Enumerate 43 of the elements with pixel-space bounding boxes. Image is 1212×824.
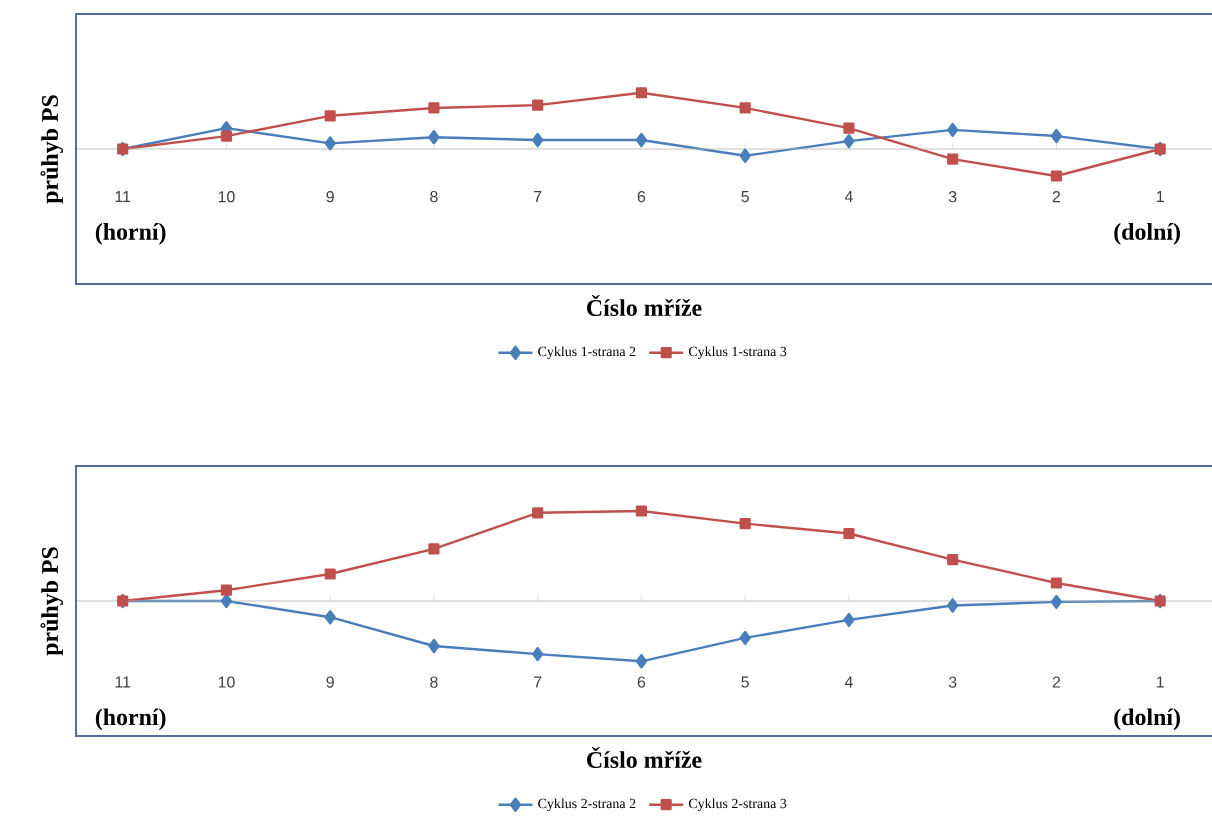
- point: [428, 543, 440, 555]
- point: [324, 110, 336, 122]
- point: [739, 102, 751, 114]
- x-axis-title: Číslo mříže: [587, 747, 702, 769]
- point: [531, 132, 544, 148]
- point: [635, 505, 647, 517]
- point: [220, 130, 233, 142]
- point: [531, 646, 544, 662]
- point: [947, 153, 959, 165]
- point: [324, 568, 336, 580]
- point: [428, 102, 440, 114]
- y-axis-title: průhyb PS: [40, 547, 63, 656]
- point: [946, 598, 959, 613]
- text: (dolní): [1114, 708, 1180, 731]
- text: (horní): [95, 708, 166, 731]
- point: [635, 87, 647, 99]
- point: [532, 507, 544, 519]
- point: [635, 132, 648, 148]
- point: [843, 527, 855, 540]
- point: [843, 122, 855, 134]
- point: [947, 554, 959, 566]
- text: (horní): [95, 223, 166, 245]
- text: (dolní): [1114, 223, 1180, 245]
- point: [1050, 128, 1063, 144]
- point: [1050, 594, 1063, 610]
- point: [428, 638, 440, 654]
- point: [843, 133, 855, 149]
- point: [220, 584, 233, 596]
- point: [635, 654, 648, 669]
- point: [843, 612, 855, 628]
- point: [739, 148, 751, 163]
- point: [946, 122, 959, 138]
- point: [324, 610, 336, 625]
- y-axis-title: průhyb PS: [40, 95, 63, 204]
- point: [739, 630, 751, 646]
- point: [739, 518, 751, 530]
- point: [220, 593, 233, 609]
- point: [324, 136, 336, 151]
- point: [428, 130, 440, 145]
- point: [532, 99, 544, 111]
- x-axis-title: Číslo mříže: [587, 295, 702, 316]
- point: [1050, 577, 1062, 589]
- point: [1050, 170, 1062, 182]
